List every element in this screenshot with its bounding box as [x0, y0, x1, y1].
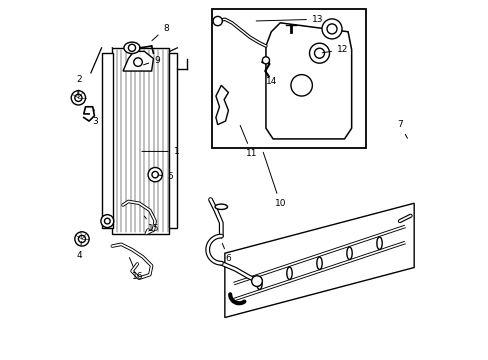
Circle shape [290, 75, 312, 96]
Circle shape [148, 167, 162, 182]
Circle shape [251, 276, 262, 287]
Text: 11: 11 [240, 125, 257, 158]
Text: 12: 12 [322, 45, 348, 54]
Text: 15: 15 [144, 216, 159, 233]
Text: 14: 14 [265, 70, 276, 86]
Text: 2: 2 [77, 76, 82, 95]
Text: 5: 5 [158, 172, 173, 181]
Ellipse shape [346, 247, 351, 260]
Ellipse shape [215, 204, 227, 210]
Circle shape [71, 91, 85, 105]
Circle shape [101, 215, 114, 228]
Circle shape [309, 43, 329, 63]
Bar [102, 53, 113, 228]
Polygon shape [265, 23, 351, 139]
Ellipse shape [376, 237, 382, 249]
Text: 4: 4 [77, 242, 82, 260]
Text: 9: 9 [143, 56, 160, 65]
Ellipse shape [123, 42, 140, 54]
Polygon shape [123, 51, 153, 71]
Circle shape [213, 17, 222, 26]
Circle shape [75, 232, 89, 246]
Text: 8: 8 [152, 24, 168, 41]
Polygon shape [216, 85, 228, 125]
Ellipse shape [316, 257, 322, 270]
Bar [169, 53, 177, 228]
Circle shape [78, 235, 85, 243]
Bar [212, 9, 365, 148]
Circle shape [314, 48, 324, 58]
Ellipse shape [256, 277, 262, 289]
Text: 10: 10 [263, 152, 285, 208]
Text: 1: 1 [142, 147, 179, 156]
Circle shape [134, 58, 142, 66]
Text: 7: 7 [396, 120, 407, 138]
Circle shape [75, 94, 82, 102]
Circle shape [152, 171, 158, 178]
Polygon shape [224, 203, 413, 318]
Circle shape [128, 44, 135, 51]
Text: 3: 3 [92, 109, 98, 126]
Text: 16: 16 [129, 257, 143, 281]
Ellipse shape [286, 267, 292, 279]
Bar [112, 48, 169, 234]
Text: 6: 6 [222, 243, 231, 263]
Circle shape [326, 24, 336, 34]
Circle shape [104, 218, 110, 224]
Circle shape [322, 19, 341, 39]
Circle shape [262, 57, 269, 64]
Text: 13: 13 [256, 15, 323, 24]
